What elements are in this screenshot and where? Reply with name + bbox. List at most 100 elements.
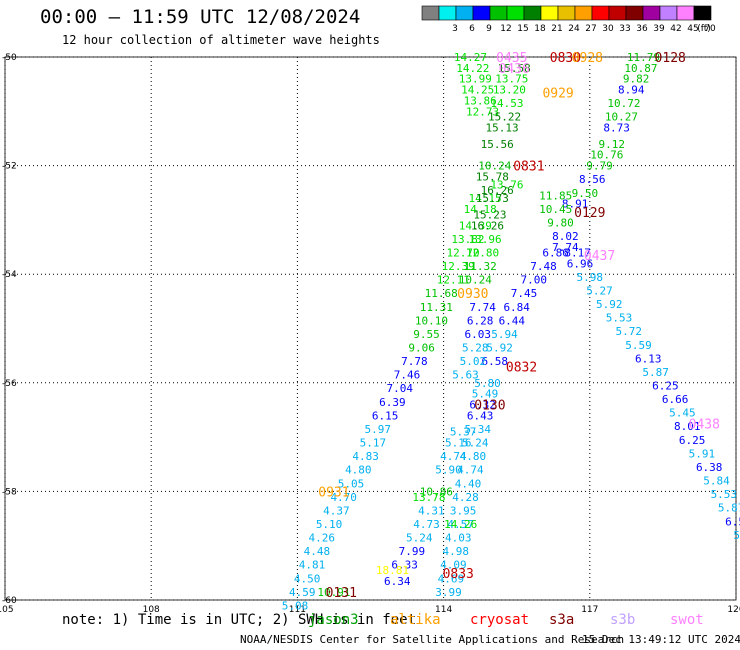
legend-cryosat: cryosat	[470, 612, 530, 628]
wave-height-label: 5.97	[365, 423, 392, 436]
wave-height-label: 11.68	[425, 287, 458, 300]
wave-height-label: 6.34	[384, 575, 411, 588]
wave-height-label: 6.66	[662, 393, 689, 406]
wave-height-label: 5.92	[486, 342, 513, 355]
wave-height-label: 7.74	[469, 301, 496, 314]
pass-time-label: 0128	[655, 51, 686, 66]
wave-height-label: 14.26	[444, 518, 477, 531]
wave-height-label: 11.32	[464, 260, 497, 273]
wave-height-label: 5.80	[474, 377, 501, 390]
wave-height-label: 7.00	[521, 274, 548, 287]
wave-height-label: 4.09	[440, 559, 467, 572]
latitude-tick-label: -50	[2, 53, 17, 63]
wave-height-label: 15.23	[473, 208, 506, 221]
wave-height-label: 13.96	[468, 233, 501, 246]
wave-height-label: 6.84	[503, 301, 530, 314]
legend-swot: swot	[670, 612, 704, 628]
legend-altika: altika	[390, 612, 441, 628]
pass-time-label: 0930	[457, 287, 488, 302]
wave-height-label: 7.04	[386, 382, 413, 395]
colorbar-bin	[693, 5, 712, 21]
wave-height-label: 7.48	[530, 260, 557, 273]
wave-height-label: 6.15	[372, 409, 399, 422]
pass-time-label: 0830	[550, 51, 581, 66]
colorbar-tick-label: 42	[670, 24, 681, 34]
wave-height-label: 16.26	[471, 219, 504, 232]
wave-height-label: 15.13	[486, 122, 519, 135]
wave-height-label: 5.34	[464, 423, 491, 436]
wave-height-label: 5.24	[406, 532, 433, 545]
units-note: note: 1) Time is in UTC; 2) SWH is in fe…	[62, 612, 417, 628]
longitude-tick-label: 105	[0, 605, 14, 612]
wave-height-label: 8.94	[618, 84, 645, 97]
wave-height-label: 7.74	[552, 241, 579, 254]
pass-time-label: 0436	[499, 62, 530, 77]
wave-height-label: 5.28	[462, 342, 489, 355]
wave-height-label: 13.82	[451, 233, 484, 246]
wave-height-label: 4.80	[345, 464, 372, 477]
pass-time-label: 0131	[326, 586, 357, 601]
wave-height-label: 7.45	[511, 287, 538, 300]
wave-height-label: 4.98	[443, 545, 470, 558]
colorbar-tick-label: 36	[636, 24, 648, 34]
wave-height-label: 5.91	[689, 447, 716, 460]
wave-height-label: 6.03	[464, 328, 491, 341]
colorbar-unit: (ft)	[697, 24, 711, 34]
credit-text: NOAA/NESDIS Center for Satellite Applica…	[240, 633, 625, 646]
pass-time-label: 0929	[542, 86, 573, 101]
colorbar-tick-label: 18	[534, 24, 546, 34]
pass-time-label: 0435	[496, 51, 527, 66]
latitude-tick-label: -60	[2, 596, 17, 606]
wave-height-label: 6.58	[482, 355, 509, 368]
wave-height-label: 14.27	[454, 51, 487, 64]
wave-height-label: 5.45	[669, 407, 696, 420]
wave-height-label: 18.81	[376, 564, 409, 577]
longitude-tick-label: 111	[289, 605, 306, 612]
wave-height-label: 5.08	[282, 599, 309, 612]
wave-height-label: 5.37	[450, 426, 477, 439]
legend-jason3: jason3	[308, 612, 359, 628]
wave-height-label: 5.05	[338, 477, 365, 490]
wave-height-label: 6.38	[696, 461, 723, 474]
wave-height-label: 6.32	[469, 399, 496, 412]
wave-height-label: 7.78	[401, 355, 428, 368]
map-frame	[4, 56, 737, 601]
wave-height-label: 5.53	[606, 312, 633, 325]
colorbar-tick-label: 45	[687, 24, 698, 34]
longitude-tick-label: 117	[581, 605, 598, 612]
legend-s3a: s3a	[549, 612, 575, 628]
wave-height-label: 5.49	[472, 388, 499, 401]
wave-height-label: 10.76	[590, 149, 623, 162]
latitude-tick-label: -56	[2, 379, 17, 389]
pass-time-label: 0931	[318, 485, 349, 500]
wave-height-label: 4.50	[294, 572, 321, 585]
wave-height-label: 10.24	[478, 160, 511, 173]
wave-height-label: 12.11	[437, 274, 470, 287]
longitude-tick-label: 120	[727, 605, 740, 612]
color-scale-legend: 3 6 9 12 15 18 21 24 27 30 33 36 39 42 45 70(ft)	[421, 5, 716, 34]
latitude-tick-label: -54	[2, 270, 17, 280]
page-title: 00:00 – 11:59 UTC 12/08/2024	[40, 6, 361, 28]
wave-height-label: 4.73	[413, 518, 440, 531]
wave-height-label: 14.25	[461, 84, 494, 97]
legend-s3b: s3b	[610, 612, 636, 628]
colorbar-tick-label: 9	[486, 24, 492, 34]
wave-height-label: 14.22	[456, 62, 489, 75]
wave-height-label: 5.59	[625, 339, 652, 352]
wave-height-label: 4.81	[299, 559, 326, 572]
wave-height-label: 5.90	[435, 464, 462, 477]
colorbar-tick-label: 27	[585, 24, 596, 34]
pass-time-label: 0832	[506, 361, 537, 376]
wave-height-map: 105 108 111 114 117 120 -50 -52 -54 -56 -58 -60 14.2…	[0, 51, 740, 612]
generated-timestamp: 15 Dec 13:49:12 UTC 2024	[582, 633, 740, 646]
wave-height-label: 6.25	[652, 380, 679, 393]
wave-height-label: 4.80	[460, 450, 487, 463]
wave-height-label: 6.28	[467, 314, 494, 327]
pass-time-label: 0438	[689, 418, 720, 433]
wave-height-label: 11.79	[627, 51, 660, 64]
latitude-tick-label: -52	[2, 162, 17, 172]
wave-height-label: 4.28	[452, 491, 479, 504]
wave-height-label: 4.26	[309, 532, 336, 545]
wave-height-label: 9.82	[623, 73, 650, 86]
wave-height-label: 8.02	[552, 230, 579, 243]
